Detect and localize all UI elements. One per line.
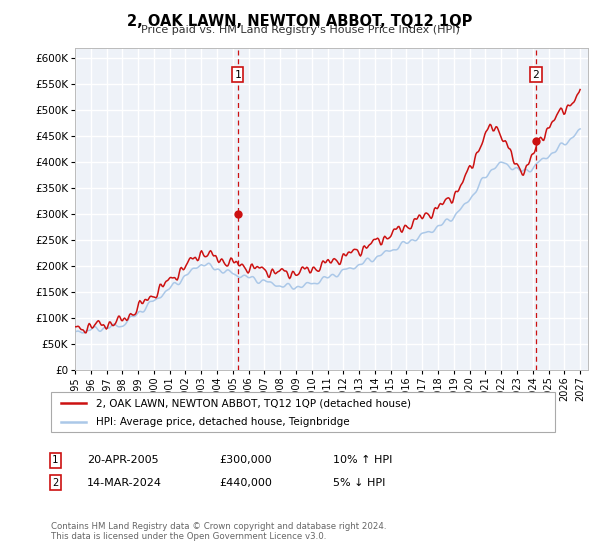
Text: 2: 2 <box>52 478 58 488</box>
Text: HPI: Average price, detached house, Teignbridge: HPI: Average price, detached house, Teig… <box>97 417 350 427</box>
Text: Contains HM Land Registry data © Crown copyright and database right 2024.
This d: Contains HM Land Registry data © Crown c… <box>51 522 386 542</box>
Text: 14-MAR-2024: 14-MAR-2024 <box>87 478 162 488</box>
Text: 2, OAK LAWN, NEWTON ABBOT, TQ12 1QP (detached house): 2, OAK LAWN, NEWTON ABBOT, TQ12 1QP (det… <box>97 398 412 408</box>
Text: £440,000: £440,000 <box>219 478 272 488</box>
Text: 2, OAK LAWN, NEWTON ABBOT, TQ12 1QP: 2, OAK LAWN, NEWTON ABBOT, TQ12 1QP <box>127 14 473 29</box>
FancyBboxPatch shape <box>51 392 555 432</box>
Text: 5% ↓ HPI: 5% ↓ HPI <box>333 478 385 488</box>
Text: 1: 1 <box>52 455 58 465</box>
Text: 2: 2 <box>533 69 539 80</box>
Text: 1: 1 <box>234 69 241 80</box>
Text: Price paid vs. HM Land Registry's House Price Index (HPI): Price paid vs. HM Land Registry's House … <box>140 25 460 35</box>
Text: 20-APR-2005: 20-APR-2005 <box>87 455 158 465</box>
Text: 10% ↑ HPI: 10% ↑ HPI <box>333 455 392 465</box>
Text: £300,000: £300,000 <box>219 455 272 465</box>
